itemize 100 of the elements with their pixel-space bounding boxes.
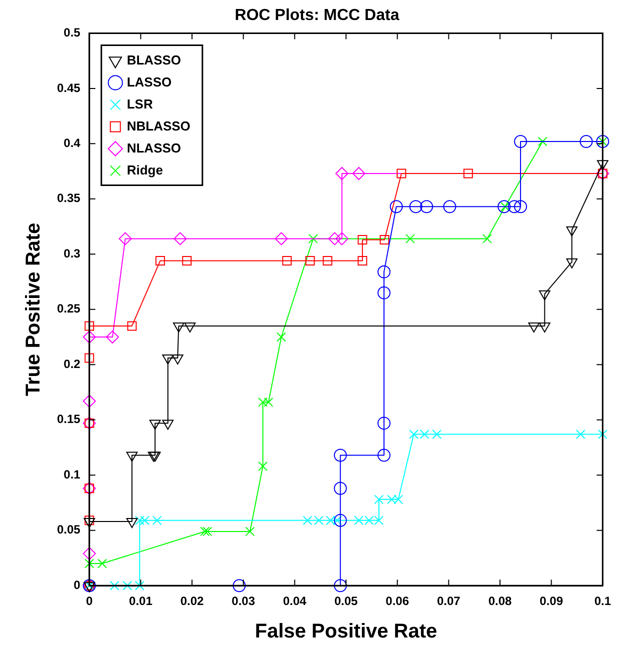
point <box>374 516 384 526</box>
y-tick-label: 0.3 <box>64 246 81 260</box>
point <box>182 256 192 266</box>
point <box>528 322 540 332</box>
point <box>374 494 384 504</box>
point <box>122 580 132 590</box>
point <box>514 134 528 148</box>
legend-label: BLASSO <box>126 52 182 68</box>
x-tick-label: 0 <box>86 594 94 608</box>
point <box>377 286 390 300</box>
point <box>308 234 318 244</box>
y-tick-label: 0.25 <box>56 302 81 316</box>
point <box>409 430 419 439</box>
point <box>335 232 348 246</box>
point <box>420 200 434 214</box>
point <box>334 579 347 592</box>
point <box>335 167 348 180</box>
point <box>152 516 162 526</box>
point <box>276 332 286 342</box>
point <box>352 167 366 180</box>
point <box>432 430 442 439</box>
point <box>354 516 364 526</box>
x-tick-label: 0.04 <box>282 594 307 608</box>
point <box>126 452 138 462</box>
point <box>482 234 492 244</box>
point <box>566 226 578 236</box>
point <box>302 516 312 526</box>
point <box>172 322 184 332</box>
y-tick-label: 0.05 <box>56 522 81 537</box>
point <box>245 526 255 536</box>
point <box>409 200 422 214</box>
point <box>106 330 119 344</box>
point <box>538 322 550 332</box>
point <box>334 482 347 495</box>
point <box>514 200 528 214</box>
point <box>328 232 342 246</box>
legend-label: LSR <box>126 96 154 112</box>
point <box>127 321 137 331</box>
point <box>463 168 473 178</box>
point <box>358 235 368 245</box>
point <box>498 200 511 214</box>
y-tick-label: 0.45 <box>56 80 81 95</box>
x-tick-label: 0.07 <box>436 594 461 608</box>
point <box>282 256 292 266</box>
point <box>538 136 548 146</box>
x-tick-label: 0.06 <box>386 594 410 608</box>
point <box>134 580 144 590</box>
legend-label: NLASSO <box>126 140 182 156</box>
point <box>155 256 165 266</box>
point <box>82 547 96 560</box>
point <box>443 200 456 214</box>
point <box>84 558 94 568</box>
point <box>334 514 347 527</box>
point <box>377 448 390 462</box>
point <box>598 430 608 439</box>
point <box>358 256 368 266</box>
point <box>508 200 521 214</box>
y-tick-label: 0.4 <box>64 136 81 150</box>
point <box>110 580 120 590</box>
point <box>364 516 374 526</box>
point <box>396 168 406 178</box>
point <box>140 516 150 526</box>
legend-label: NBLASSO <box>126 118 190 134</box>
point <box>405 234 415 244</box>
point <box>202 526 212 536</box>
point <box>149 420 161 430</box>
point <box>134 516 144 526</box>
point <box>576 430 586 439</box>
point <box>97 558 107 568</box>
legend-label: LASSO <box>126 74 172 90</box>
point <box>274 232 288 246</box>
point <box>84 321 94 331</box>
point <box>84 353 94 363</box>
point <box>82 330 96 344</box>
point <box>232 579 246 592</box>
y-tick-label: 0.35 <box>56 191 81 206</box>
point <box>394 494 404 504</box>
point <box>264 397 274 407</box>
point <box>334 448 347 462</box>
point <box>82 394 96 408</box>
y-tick-label: 0.1 <box>64 467 81 482</box>
x-tick-label: 0.01 <box>129 594 153 608</box>
chart-title: ROC Plots: MCC Data <box>234 7 400 24</box>
y-tick-label: 0.5 <box>64 26 81 40</box>
point <box>162 420 174 430</box>
x-tick-label: 0.08 <box>488 594 512 608</box>
point <box>326 516 336 526</box>
point <box>386 494 396 504</box>
x-tick-label: 0.09 <box>540 594 564 608</box>
y-tick-label: 0.2 <box>64 356 81 371</box>
point <box>420 430 430 439</box>
point <box>322 256 332 266</box>
legend-label: Ridge <box>126 162 163 178</box>
x-tick-label: 0.05 <box>334 594 358 608</box>
y-axis-title: True Positive Rate <box>22 222 45 396</box>
x-tick-label: 0.03 <box>232 594 256 608</box>
x-tick-label: 0.1 <box>594 594 612 608</box>
point <box>380 235 390 245</box>
point <box>377 265 390 278</box>
point <box>118 232 132 246</box>
